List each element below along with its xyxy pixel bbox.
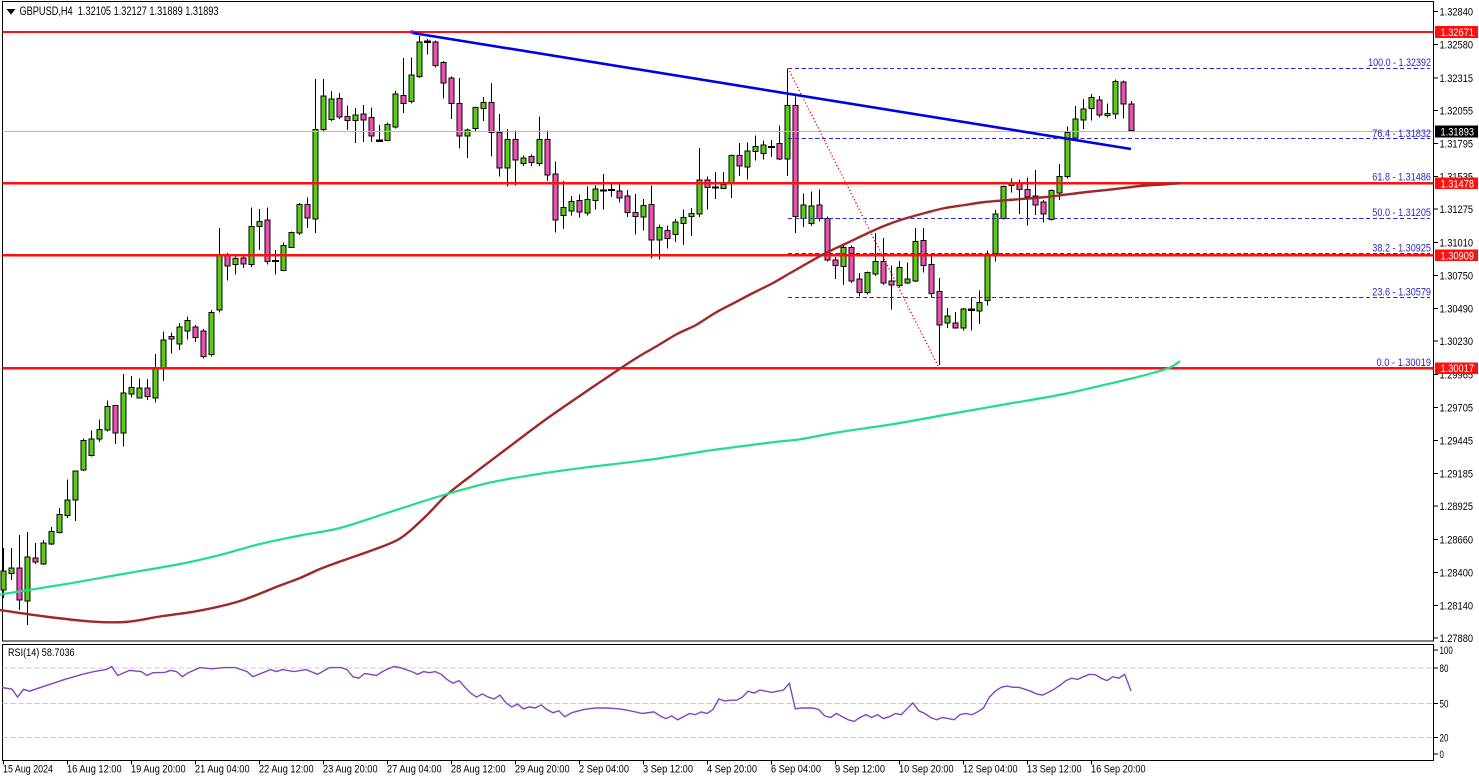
svg-text:23.6 - 1.30579: 23.6 - 1.30579 xyxy=(1372,287,1431,299)
svg-text:61.8 - 1.31486: 61.8 - 1.31486 xyxy=(1372,171,1431,183)
svg-text:76.4 - 1.31832: 76.4 - 1.31832 xyxy=(1372,128,1431,140)
svg-text:16 Sep 20:00: 16 Sep 20:00 xyxy=(1091,764,1146,776)
svg-text:4 Sep 20:00: 4 Sep 20:00 xyxy=(707,764,757,776)
svg-text:22 Aug 12:00: 22 Aug 12:00 xyxy=(259,764,314,776)
svg-text:1.30017: 1.30017 xyxy=(1441,363,1475,375)
svg-text:1.30230: 1.30230 xyxy=(1440,336,1474,348)
svg-text:1.31893: 1.31893 xyxy=(1441,127,1475,139)
svg-text:1.31275: 1.31275 xyxy=(1440,204,1474,216)
svg-text:1.29445: 1.29445 xyxy=(1440,435,1474,447)
svg-text:21 Aug 04:00: 21 Aug 04:00 xyxy=(195,764,250,776)
svg-text:1.32671: 1.32671 xyxy=(1441,27,1475,39)
svg-text:1.27880: 1.27880 xyxy=(1440,633,1474,645)
svg-text:GBPUSD,H4 1.32105 1.32127 1.3: GBPUSD,H4 1.32105 1.32127 1.31889 1.3189… xyxy=(20,4,219,18)
svg-text:0.0 - 1.30019: 0.0 - 1.30019 xyxy=(1377,357,1432,369)
svg-text:1.31010: 1.31010 xyxy=(1440,238,1474,250)
svg-text:2 Sep 04:00: 2 Sep 04:00 xyxy=(579,764,629,776)
svg-text:80: 80 xyxy=(1440,663,1449,675)
svg-text:1.28925: 1.28925 xyxy=(1440,501,1474,513)
svg-text:3 Sep 12:00: 3 Sep 12:00 xyxy=(643,764,693,776)
svg-text:28 Aug 12:00: 28 Aug 12:00 xyxy=(451,764,506,776)
svg-text:1.29185: 1.29185 xyxy=(1440,468,1474,480)
svg-text:10 Sep 20:00: 10 Sep 20:00 xyxy=(899,764,954,776)
svg-text:29 Aug 20:00: 29 Aug 20:00 xyxy=(515,764,570,776)
svg-text:100.0 - 1.32392: 100.0 - 1.32392 xyxy=(1368,57,1431,69)
svg-text:50: 50 xyxy=(1440,699,1449,711)
svg-text:16 Aug 12:00: 16 Aug 12:00 xyxy=(67,764,122,776)
svg-text:1.32840: 1.32840 xyxy=(1440,6,1474,18)
svg-text:1.32315: 1.32315 xyxy=(1440,73,1474,85)
svg-text:1.30909: 1.30909 xyxy=(1441,250,1475,262)
svg-text:1.28140: 1.28140 xyxy=(1440,600,1474,612)
svg-text:27 Aug 04:00: 27 Aug 04:00 xyxy=(387,764,442,776)
svg-text:15 Aug 2024: 15 Aug 2024 xyxy=(3,764,53,776)
svg-text:19 Aug 20:00: 19 Aug 20:00 xyxy=(131,764,186,776)
svg-text:1.32055: 1.32055 xyxy=(1440,106,1474,118)
svg-text:1.29705: 1.29705 xyxy=(1440,403,1474,415)
svg-text:1.30490: 1.30490 xyxy=(1440,303,1474,315)
svg-text:100: 100 xyxy=(1440,645,1453,657)
svg-text:0: 0 xyxy=(1440,749,1444,761)
svg-text:50.0 - 1.31205: 50.0 - 1.31205 xyxy=(1372,207,1431,219)
svg-text:1.32580: 1.32580 xyxy=(1440,39,1474,51)
svg-text:9 Sep 12:00: 9 Sep 12:00 xyxy=(835,764,885,776)
svg-text:6 Sep 04:00: 6 Sep 04:00 xyxy=(771,764,821,776)
svg-text:1.30750: 1.30750 xyxy=(1440,271,1474,283)
svg-text:1.28400: 1.28400 xyxy=(1440,568,1474,580)
svg-text:1.31478: 1.31478 xyxy=(1441,178,1475,190)
svg-text:12 Sep 04:00: 12 Sep 04:00 xyxy=(963,764,1018,776)
svg-text:23 Aug 20:00: 23 Aug 20:00 xyxy=(323,764,378,776)
svg-text:RSI(14) 58.7036: RSI(14) 58.7036 xyxy=(8,647,75,659)
svg-text:13 Sep 12:00: 13 Sep 12:00 xyxy=(1027,764,1082,776)
svg-text:20: 20 xyxy=(1440,733,1449,745)
svg-text:1.28660: 1.28660 xyxy=(1440,535,1474,547)
svg-text:1.31795: 1.31795 xyxy=(1440,139,1474,151)
svg-text:38.2 - 1.30925: 38.2 - 1.30925 xyxy=(1372,242,1431,254)
